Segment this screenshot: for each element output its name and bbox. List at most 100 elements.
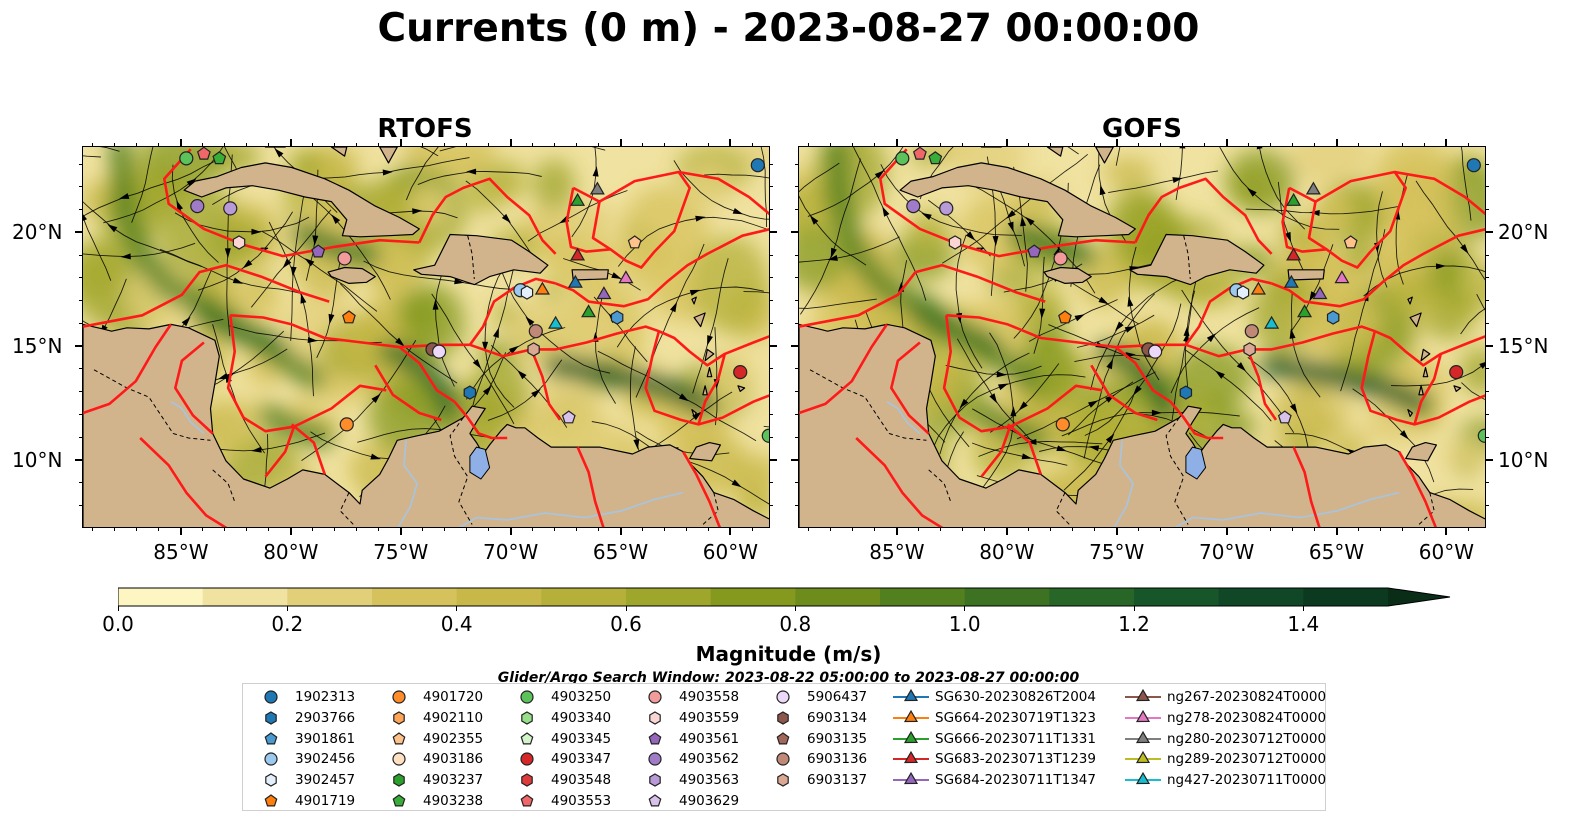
lat-tick-gofs-left (795, 413, 798, 415)
platform-marker-gofs-16 (1244, 324, 1259, 339)
lat-tick-gofs-left (795, 504, 798, 506)
platform-marker-gofs-6 (948, 235, 962, 250)
platform-marker-rtofs-30 (733, 365, 748, 380)
lat-tick-rtofs-left (79, 163, 82, 165)
lat-tick-label-rtofs-2: 10°N (12, 447, 63, 472)
legend-marker-pentagon-icon (264, 731, 278, 745)
lon-tick-rtofs-top (663, 143, 665, 146)
legend-item-label: 3902457 (295, 772, 356, 789)
legend-marker-circle-icon (264, 752, 278, 766)
lat-tick-gofs-right (1486, 458, 1493, 461)
legend-marker-shape (392, 794, 406, 807)
lat-tick-gofs-left (795, 482, 798, 484)
platform-marker-rtofs-24 (581, 304, 597, 318)
lon-tick-gofs-top (808, 143, 810, 146)
lon-tick-rtofs-bottom (619, 528, 622, 535)
platform-marker-rtofs-7 (311, 244, 326, 258)
lon-tick-rtofs-top (289, 139, 292, 146)
lon-tick-rtofs-top (619, 139, 622, 146)
lat-tick-rtofs-left (79, 482, 82, 484)
lon-tick-gofs-top (1138, 143, 1140, 146)
lon-tick-rtofs-top (576, 143, 578, 146)
platform-markers (895, 147, 1485, 443)
lon-tick-gofs-top (1050, 143, 1052, 146)
lon-tick-rtofs-bottom (202, 528, 204, 531)
lon-tick-rtofs-bottom (114, 528, 116, 531)
platform-marker-gofs-10 (1055, 417, 1070, 432)
legend-marker-hexagon-icon (649, 711, 661, 725)
lon-tick-gofs-top (1314, 143, 1316, 146)
platform-marker-rtofs-10 (339, 417, 354, 432)
legend-marker-shape (1135, 751, 1151, 764)
lat-tick-rtofs-right (770, 413, 773, 415)
lon-tick-rtofs-top (92, 143, 94, 146)
lat-tick-rtofs-right (770, 163, 773, 165)
colorbar-segment (118, 588, 204, 606)
lat-tick-gofs-right (1486, 277, 1489, 279)
lat-tick-gofs-right (1486, 231, 1493, 234)
lat-tick-gofs-left (795, 368, 798, 370)
colorbar-gradient (117, 587, 1451, 607)
lon-tick-gofs-bottom (1401, 528, 1403, 531)
lon-tick-gofs-bottom (1204, 528, 1206, 531)
legend-marker-triangle-icon (1125, 730, 1161, 743)
lat-tick-gofs-left (795, 254, 798, 256)
legend-item-label: 6903136 (807, 751, 868, 768)
legend-marker-circle-icon (264, 690, 278, 704)
lon-tick-gofs-top (1115, 139, 1118, 146)
legend-item-label: 4903553 (551, 793, 612, 809)
platform-marker-gofs-9 (1058, 310, 1072, 324)
lon-tick-gofs-top (1358, 143, 1359, 146)
lon-tick-rtofs-top (751, 143, 753, 146)
lon-tick-gofs-bottom (1445, 528, 1448, 535)
legend-marker-shape (265, 711, 277, 725)
lat-tick-gofs-right (1486, 345, 1493, 348)
legend-marker-shape (903, 730, 919, 743)
colorbar-segment (287, 588, 373, 606)
legend-marker-shape (521, 711, 533, 725)
lat-tick-rtofs-left (79, 322, 82, 324)
lat-tick-rtofs-left (79, 254, 82, 256)
lon-tick-rtofs-top (179, 139, 182, 146)
lat-tick-gofs-right (1486, 163, 1489, 165)
lat-tick-label-gofs-1: 15°N (1498, 334, 1549, 359)
legend-item-label: 4903340 (551, 709, 612, 726)
legend-marker-triangle-icon (1125, 751, 1161, 764)
legend-item-label: 3901861 (295, 730, 356, 747)
lat-tick-rtofs-right (770, 368, 773, 370)
platform-marker-gofs-0 (895, 151, 910, 166)
legend-marker-shape (903, 772, 919, 785)
lat-tick-rtofs-left (79, 436, 82, 438)
platform-marker-rtofs-1 (196, 147, 211, 160)
lon-tick-gofs-bottom (918, 528, 920, 531)
platform-marker-rtofs-2 (212, 151, 227, 165)
lat-tick-rtofs-right (770, 277, 773, 279)
lon-tick-gofs-top (1204, 143, 1206, 146)
legend-marker-shape (1135, 772, 1151, 785)
platform-marker-gofs-3 (1466, 158, 1481, 173)
legend-marker-circle-icon (776, 752, 790, 766)
lon-tick-gofs-top (1160, 143, 1162, 146)
map-panel-rtofs (82, 146, 770, 528)
lon-tick-gofs-bottom (1005, 528, 1008, 535)
colorbar-tick-label: 1.2 (1118, 612, 1150, 636)
lon-tick-rtofs-top (312, 143, 314, 146)
colorbar-segment (1134, 588, 1220, 606)
lat-tick-rtofs-left (75, 231, 82, 234)
legend-item-label: 4903250 (551, 689, 612, 705)
legend-item-label: SG683-20230713T1239 (935, 751, 1096, 768)
lon-tick-gofs-top (1401, 143, 1403, 146)
platform-marker-rtofs-15 (520, 285, 534, 300)
legend-marker-triangle-icon (893, 688, 929, 702)
lon-tick-gofs-bottom (874, 528, 876, 531)
lon-tick-gofs-bottom (1115, 528, 1118, 535)
lon-tick-rtofs-top (334, 143, 336, 146)
colorbar-segment (1218, 588, 1304, 606)
platform-marker-gofs-24 (1297, 304, 1313, 318)
lon-tick-gofs-bottom (1072, 528, 1074, 531)
lon-tick-rtofs-bottom (179, 528, 182, 535)
legend-marker-hexagon-icon (521, 711, 533, 725)
lon-tick-gofs-top (1094, 143, 1096, 146)
lon-tick-gofs-top (1467, 143, 1469, 146)
lon-tick-gofs-bottom (895, 528, 898, 535)
